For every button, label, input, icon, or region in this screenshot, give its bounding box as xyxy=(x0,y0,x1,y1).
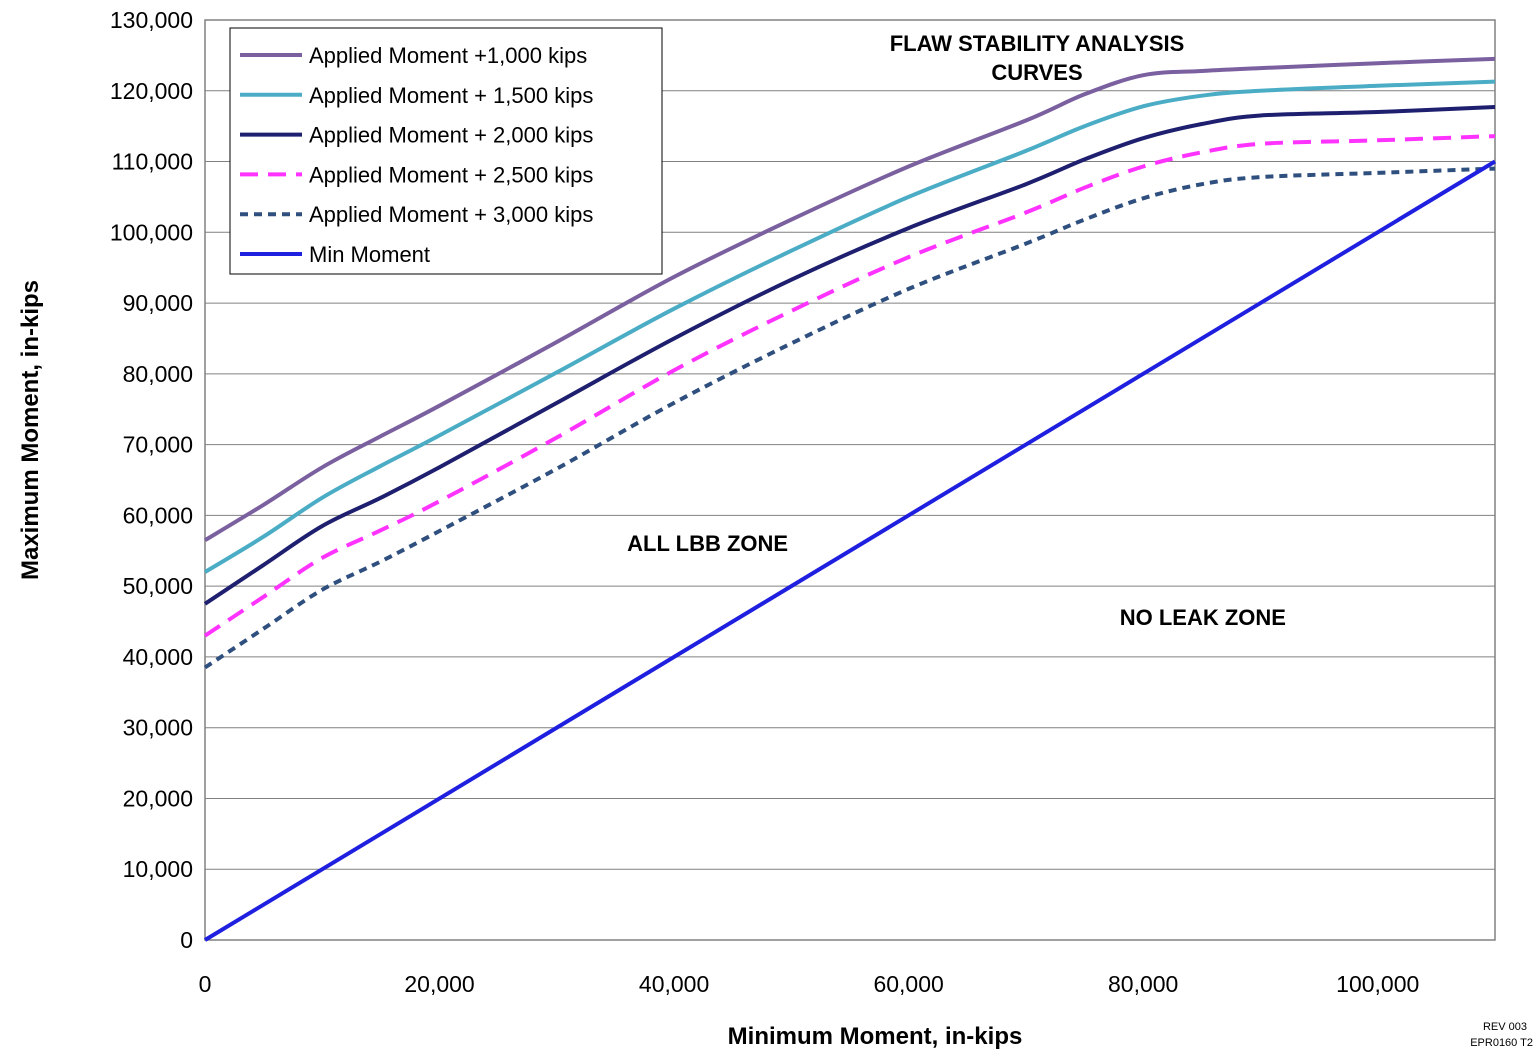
y-tick-label: 130,000 xyxy=(110,7,193,33)
y-axis-title: Maximum Moment, in-kips xyxy=(17,280,44,580)
series-line-2 xyxy=(203,79,1496,574)
y-tick-label: 110,000 xyxy=(112,149,193,175)
legend: Applied Moment +1,000 kips Applied Moment… xyxy=(229,27,663,275)
x-tick-label: 60,000 xyxy=(873,971,943,997)
y-tick-label: 120,000 xyxy=(110,78,193,104)
x-tick-label: 100,000 xyxy=(1336,971,1419,997)
y-tick-label: 70,000 xyxy=(123,432,193,458)
y-tick-label: 60,000 xyxy=(123,502,193,528)
legend-label-2: Applied Moment + 1,500 kips xyxy=(309,83,593,108)
series-line-4 xyxy=(203,134,1496,638)
series-line-3 xyxy=(203,105,1496,606)
x-axis-title: Minimum Moment, in-kips xyxy=(728,1023,1023,1050)
legend-label-4: Applied Moment + 2,500 kips xyxy=(309,162,593,187)
y-tick-label: 10,000 xyxy=(123,856,193,882)
legend-label-6: Min Moment xyxy=(309,242,430,267)
legend-box xyxy=(229,27,663,275)
zone-label-2: NO LEAK ZONE xyxy=(1120,605,1286,630)
document-id-note: EPR0160 T2 xyxy=(1470,1037,1533,1049)
x-axis-tick-labels: 0 20,000 40,000 60,000 80,000 100,000 xyxy=(199,971,1420,997)
series-line-6 xyxy=(203,159,1497,942)
series-line-1 xyxy=(203,56,1496,542)
y-axis-tick-labels: 0 10,000 20,000 30,000 40,000 50,000 60,000 70,… xyxy=(110,7,193,953)
y-tick-label: 20,000 xyxy=(123,785,193,811)
x-tick-label: 20,000 xyxy=(404,971,474,997)
zone-label-1: ALL LBB ZONE xyxy=(627,531,788,556)
plot-area-border xyxy=(204,19,1496,941)
y-tick-label: 0 xyxy=(180,927,193,953)
revision-note: REV 003 xyxy=(1483,1021,1527,1033)
y-tick-label: 90,000 xyxy=(123,290,193,316)
y-tick-label: 100,000 xyxy=(110,219,193,245)
x-tick-label: 40,000 xyxy=(639,971,709,997)
x-tick-label: 80,000 xyxy=(1108,971,1178,997)
legend-label-1: Applied Moment +1,000 kips xyxy=(309,43,587,68)
y-tick-label: 30,000 xyxy=(123,715,193,741)
legend-label-3: Applied Moment + 2,000 kips xyxy=(309,123,593,148)
x-tick-label: 0 xyxy=(199,971,212,997)
legend-label-5: Applied Moment + 3,000 kips xyxy=(309,202,593,227)
y-tick-label: 40,000 xyxy=(123,644,193,670)
zone-annotations: ALL LBB ZONE NO LEAK ZONE xyxy=(627,531,1286,630)
series-lines xyxy=(203,56,1497,942)
y-tick-label: 50,000 xyxy=(123,573,193,599)
series-line-5 xyxy=(203,166,1496,670)
chart-title-line-2: CURVES xyxy=(991,60,1082,85)
chart-title-line-1: FLAW STABILITY ANALYSIS xyxy=(890,31,1185,56)
y-tick-label: 80,000 xyxy=(123,361,193,387)
